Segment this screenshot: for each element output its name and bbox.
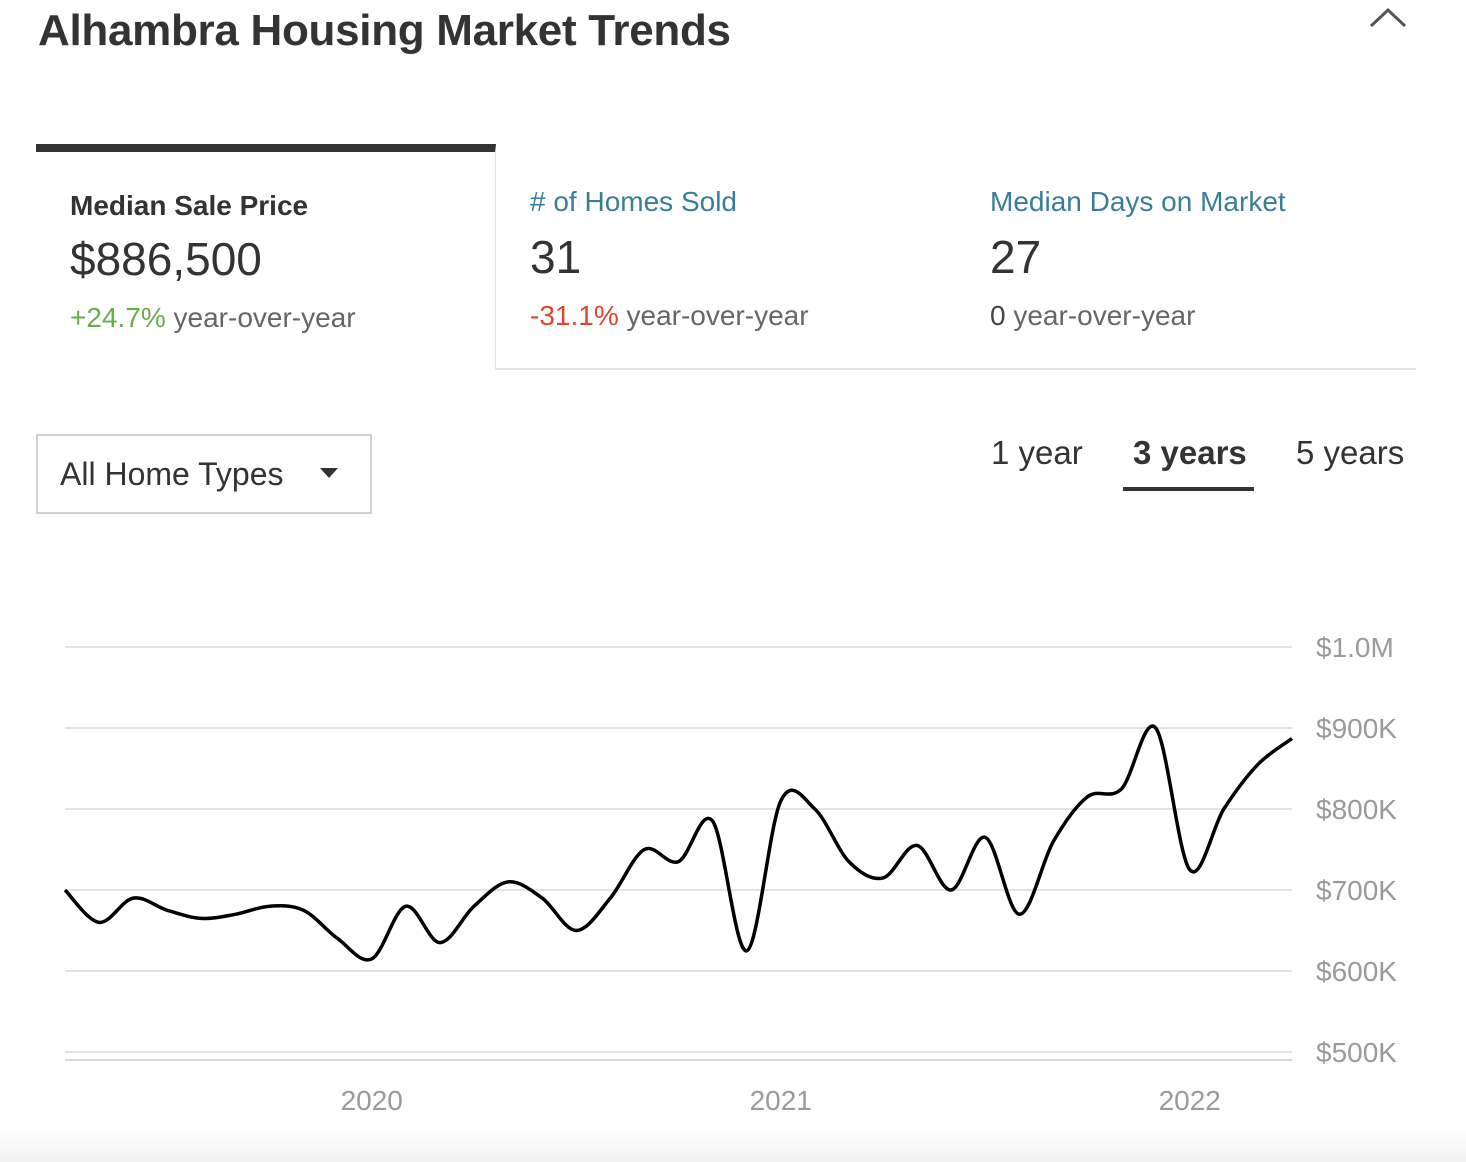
x-tick-label: 2020 bbox=[341, 1085, 403, 1116]
stat-change: 0 year-over-year bbox=[990, 300, 1195, 332]
stat-label: Median Sale Price bbox=[70, 190, 309, 221]
y-tick-label: $500K bbox=[1316, 1037, 1397, 1068]
y-tick-label: $1.0M bbox=[1316, 632, 1394, 663]
chevron-up-icon bbox=[1369, 7, 1407, 28]
home-type-selected: All Home Types bbox=[60, 456, 284, 492]
active-tab-indicator bbox=[1123, 487, 1254, 491]
stat-change: -31.1% year-over-year bbox=[530, 300, 809, 332]
y-tick-label: $600K bbox=[1316, 956, 1397, 987]
stat-value: $886,500 bbox=[70, 233, 262, 285]
stat-card-median-sale-price[interactable]: Median Sale Price $886,500 +24.7% year-o… bbox=[36, 144, 496, 370]
stat-label: Median Days on Market bbox=[990, 186, 1286, 217]
change-suffix: year-over-year bbox=[618, 300, 809, 331]
price-trend-chart: $1.0M $900K $800K $700K $600K $500K 2020 2021 20… bbox=[63, 632, 1397, 1116]
stat-value: 31 bbox=[530, 231, 582, 283]
y-tick-label: $700K bbox=[1316, 875, 1397, 906]
y-tick-label: $800K bbox=[1316, 794, 1397, 825]
home-type-dropdown[interactable]: All Home Types bbox=[36, 434, 372, 514]
tab-5-years[interactable]: 5 years bbox=[1296, 434, 1405, 471]
change-percent: -31.1% bbox=[530, 300, 619, 331]
stat-value: 27 bbox=[990, 231, 1042, 283]
page-title: Alhambra Housing Market Trends bbox=[38, 6, 731, 55]
series-line bbox=[63, 724, 1294, 962]
stat-change: +24.7% year-over-year bbox=[70, 302, 356, 334]
x-tick-label: 2021 bbox=[750, 1085, 812, 1116]
bottom-fade bbox=[0, 1132, 1466, 1162]
caret-down-icon bbox=[320, 468, 338, 478]
stat-label: # of Homes Sold bbox=[530, 186, 737, 217]
stat-card-homes-sold[interactable]: # of Homes Sold 31 -31.1% year-over-year bbox=[496, 144, 956, 370]
x-tick-label: 2022 bbox=[1159, 1085, 1221, 1116]
tab-3-years[interactable]: 3 years bbox=[1133, 434, 1247, 471]
stat-card-days-on-market[interactable]: Median Days on Market 27 0 year-over-yea… bbox=[956, 144, 1416, 370]
change-percent: 0 bbox=[990, 300, 1006, 331]
change-suffix: year-over-year bbox=[165, 302, 356, 333]
stats-cards: Median Sale Price $886,500 +24.7% year-o… bbox=[36, 144, 1416, 370]
tab-1-year[interactable]: 1 year bbox=[991, 434, 1083, 471]
change-suffix: year-over-year bbox=[1005, 300, 1196, 331]
change-percent: +24.7% bbox=[70, 302, 166, 333]
y-tick-label: $900K bbox=[1316, 713, 1397, 744]
collapse-button[interactable] bbox=[1368, 4, 1408, 34]
